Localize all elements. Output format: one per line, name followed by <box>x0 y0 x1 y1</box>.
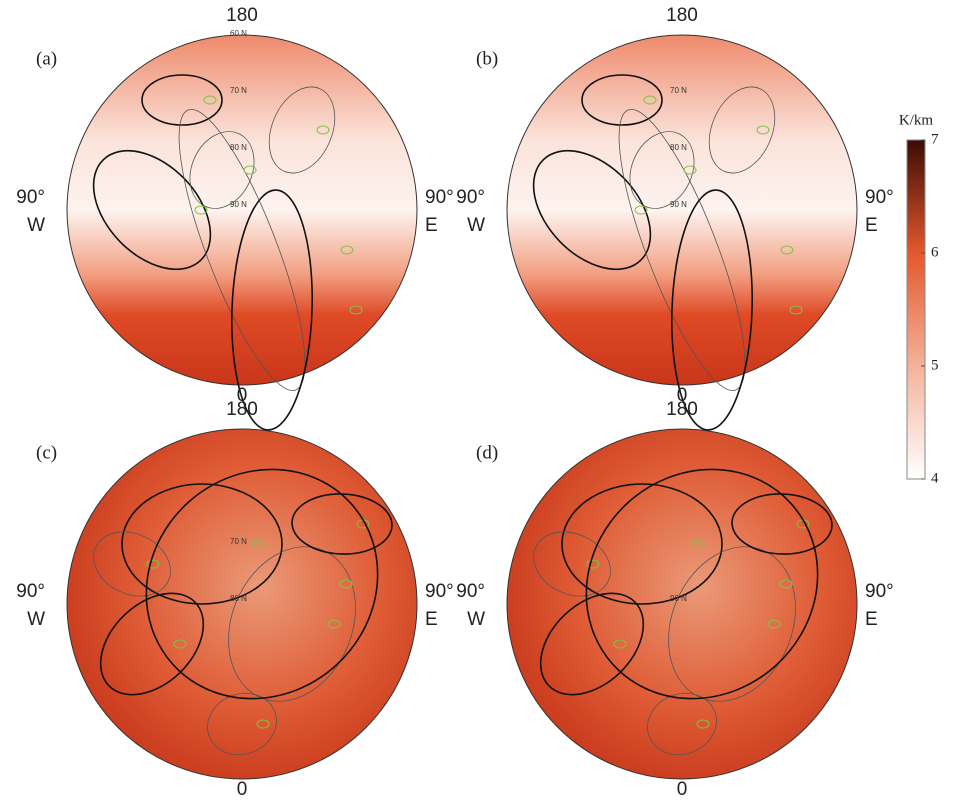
lon-left: W <box>27 215 45 236</box>
colorbar-unit: K/km <box>899 112 934 128</box>
colorbar-tick-label: 5 <box>931 357 939 373</box>
map-panel: (c) 180 0 90° W 90° E 70 N 80 N <box>16 399 453 800</box>
lon-right: E <box>425 215 438 236</box>
lat-label: 80 N <box>670 143 687 152</box>
map-panel: (d) 180 0 90° W 90° E 90 N <box>456 399 893 800</box>
lon-top: 180 <box>226 5 258 26</box>
lat-label: 90 N <box>230 200 247 209</box>
colorbar-tick-label: 7 <box>931 131 939 147</box>
lon-top: 180 <box>666 5 698 26</box>
lat-label: 90 N <box>670 594 687 603</box>
lat-label: 90 N <box>670 200 687 209</box>
lon-bottom: 0 <box>677 779 688 800</box>
lon-right: E <box>865 215 878 236</box>
colorbar-tick-label: 6 <box>931 244 939 260</box>
lon-right: 90° <box>865 581 894 602</box>
panel-label: (b) <box>476 48 498 69</box>
lat-label: 70 N <box>230 537 247 546</box>
lon-right: 90° <box>425 581 454 602</box>
lon-left: W <box>467 609 485 630</box>
lat-label: 70 N <box>230 86 247 95</box>
lon-top: 180 <box>666 399 698 420</box>
lat-label: 80 N <box>230 143 247 152</box>
lon-top: 180 <box>226 399 258 420</box>
lon-left: W <box>467 215 485 236</box>
map-disc <box>507 429 857 779</box>
figure: (a) 180 0 90° W 90° E 60 N 70 N 80 N 90 N (b) 180 0 90… <box>0 0 953 802</box>
colorbar: K/km 4 5 6 7 <box>899 112 939 486</box>
lat-label: 70 N <box>670 86 687 95</box>
lon-left: W <box>27 609 45 630</box>
lon-right: 90° <box>865 187 894 208</box>
lon-left: 90° <box>16 187 45 208</box>
colorbar-bar <box>907 140 925 479</box>
panel-label: (c) <box>36 442 57 463</box>
lon-right: 90° <box>425 187 454 208</box>
lon-right: E <box>865 609 878 630</box>
lat-label: 60 N <box>230 29 247 38</box>
colorbar-tick-label: 4 <box>931 470 939 486</box>
lon-right: E <box>425 609 438 630</box>
lon-left: 90° <box>16 581 45 602</box>
lon-bottom: 0 <box>237 779 248 800</box>
lat-label: 80 N <box>230 594 247 603</box>
lon-left: 90° <box>456 187 485 208</box>
panel-label: (d) <box>476 442 498 463</box>
maps: (a) 180 0 90° W 90° E 60 N 70 N 80 N 90 N (b) 180 0 90… <box>16 5 893 800</box>
panel-label: (a) <box>36 48 57 69</box>
lon-left: 90° <box>456 581 485 602</box>
map-disc <box>67 429 417 779</box>
